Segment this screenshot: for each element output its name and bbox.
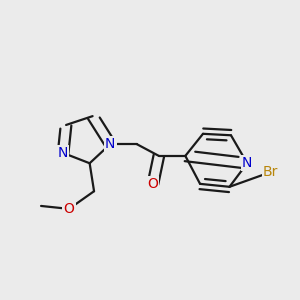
Text: N: N: [105, 137, 116, 151]
Text: N: N: [58, 146, 68, 160]
Text: Br: Br: [263, 165, 278, 179]
Text: O: O: [64, 202, 74, 216]
Text: O: O: [148, 177, 158, 191]
Text: N: N: [242, 156, 252, 170]
